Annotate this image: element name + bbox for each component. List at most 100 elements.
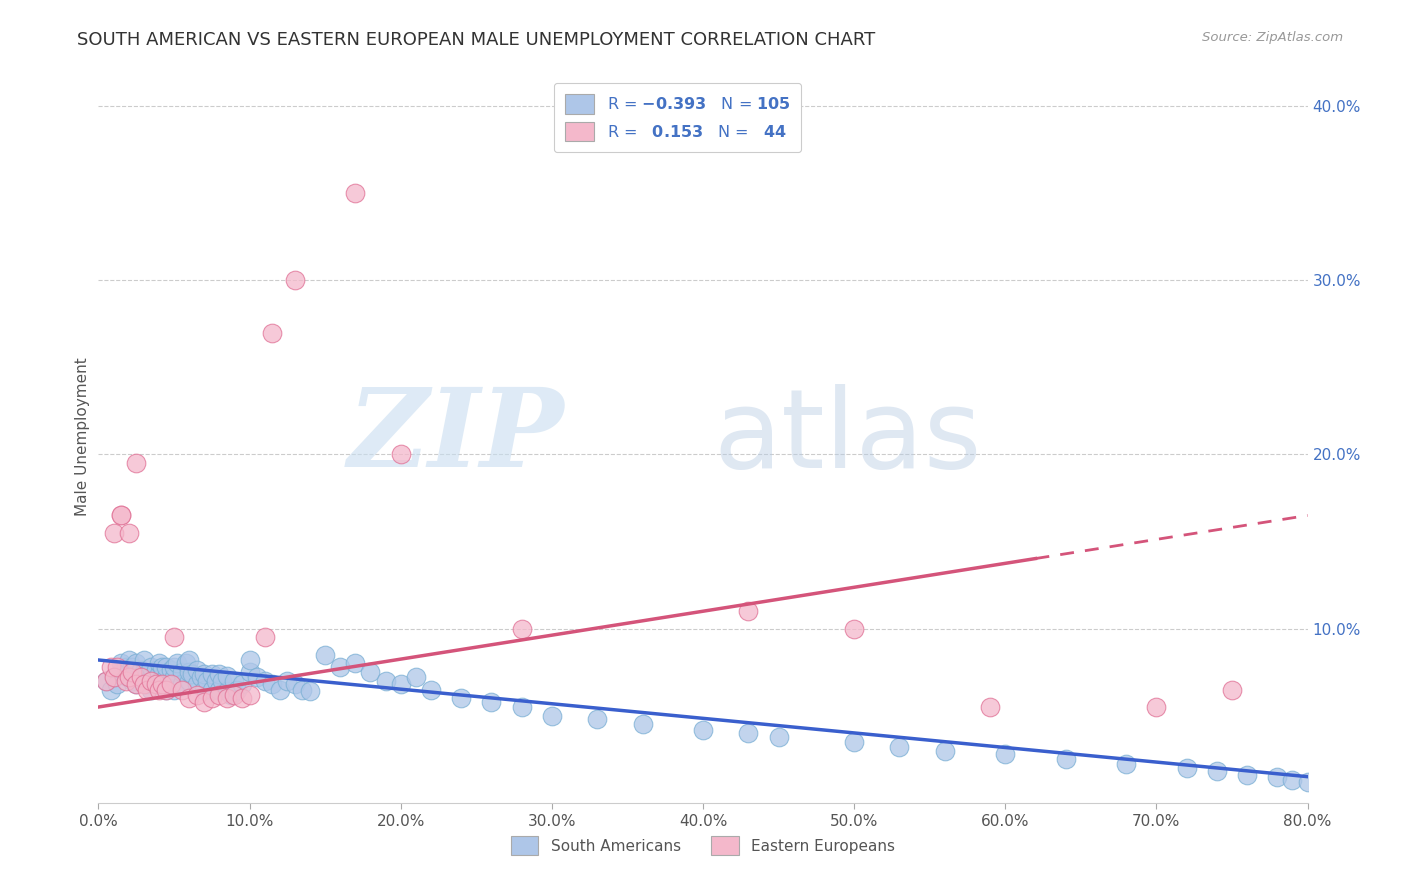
- Point: [239, 688, 262, 702]
- Point: [163, 682, 186, 697]
- Point: [510, 700, 533, 714]
- Point: [344, 657, 367, 671]
- Point: [132, 665, 155, 680]
- Point: [132, 677, 155, 691]
- Point: [253, 673, 276, 688]
- Point: [692, 723, 714, 737]
- Point: [1220, 682, 1243, 697]
- Point: [186, 688, 208, 702]
- Point: [201, 667, 224, 681]
- Point: [510, 622, 533, 636]
- Point: [284, 677, 307, 691]
- Point: [129, 670, 152, 684]
- Point: [208, 682, 231, 697]
- Point: [450, 691, 472, 706]
- Point: [193, 682, 215, 697]
- Point: [284, 273, 307, 287]
- Text: Source: ZipAtlas.com: Source: ZipAtlas.com: [1202, 31, 1343, 45]
- Point: [170, 677, 193, 691]
- Point: [105, 660, 128, 674]
- Point: [103, 670, 125, 684]
- Point: [114, 668, 136, 682]
- Point: [768, 730, 790, 744]
- Point: [155, 660, 177, 674]
- Point: [132, 653, 155, 667]
- Point: [420, 682, 443, 697]
- Point: [374, 673, 396, 688]
- Point: [114, 660, 136, 674]
- Point: [118, 525, 141, 540]
- Point: [208, 688, 231, 702]
- Point: [135, 682, 157, 697]
- Point: [155, 682, 177, 697]
- Point: [103, 525, 125, 540]
- Point: [145, 677, 167, 691]
- Point: [148, 682, 170, 697]
- Point: [160, 664, 183, 678]
- Point: [179, 653, 201, 667]
- Point: [148, 667, 170, 681]
- Point: [110, 665, 132, 680]
- Point: [118, 664, 141, 678]
- Point: [129, 670, 152, 684]
- Point: [193, 667, 215, 681]
- Point: [121, 673, 143, 688]
- Point: [631, 717, 654, 731]
- Point: [181, 667, 204, 681]
- Point: [221, 688, 243, 702]
- Point: [979, 700, 1001, 714]
- Point: [100, 660, 122, 674]
- Point: [179, 691, 201, 706]
- Point: [360, 665, 382, 680]
- Point: [170, 682, 193, 697]
- Point: [141, 682, 163, 697]
- Point: [262, 677, 284, 691]
- Point: [276, 673, 298, 688]
- Point: [193, 695, 215, 709]
- Point: [179, 665, 201, 680]
- Point: [239, 665, 262, 680]
- Text: ZIP: ZIP: [347, 384, 564, 491]
- Point: [934, 743, 956, 757]
- Point: [1236, 768, 1258, 782]
- Point: [344, 186, 367, 201]
- Point: [179, 673, 201, 688]
- Point: [125, 456, 148, 470]
- Y-axis label: Male Unemployment: Male Unemployment: [75, 358, 90, 516]
- Point: [1281, 773, 1303, 788]
- Point: [150, 660, 173, 674]
- Point: [129, 664, 152, 678]
- Point: [125, 677, 148, 691]
- Point: [190, 670, 212, 684]
- Point: [994, 747, 1017, 761]
- Point: [1144, 700, 1167, 714]
- Point: [1296, 775, 1319, 789]
- Point: [215, 684, 238, 698]
- Point: [110, 657, 132, 671]
- Point: [100, 682, 122, 697]
- Point: [262, 326, 284, 340]
- Point: [135, 677, 157, 691]
- Point: [163, 631, 186, 645]
- Point: [174, 657, 197, 671]
- Point: [1115, 757, 1137, 772]
- Point: [186, 664, 208, 678]
- Point: [481, 695, 503, 709]
- Point: [150, 670, 173, 684]
- Point: [121, 660, 143, 674]
- Point: [170, 665, 193, 680]
- Point: [155, 670, 177, 684]
- Point: [737, 726, 759, 740]
- Point: [160, 673, 183, 688]
- Point: [208, 667, 231, 681]
- Point: [110, 508, 132, 523]
- Point: [205, 673, 228, 688]
- Point: [195, 673, 218, 688]
- Point: [141, 660, 163, 674]
- Point: [737, 604, 759, 618]
- Point: [160, 677, 183, 691]
- Point: [231, 677, 253, 691]
- Point: [224, 673, 246, 688]
- Point: [405, 670, 427, 684]
- Point: [166, 657, 188, 671]
